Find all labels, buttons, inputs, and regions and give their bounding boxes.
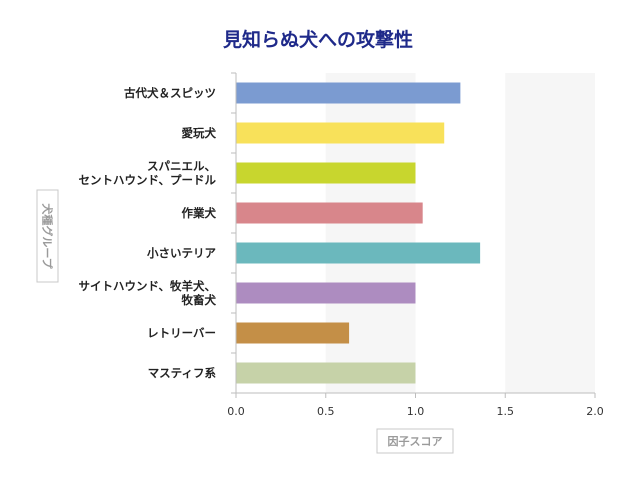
x-tick-label: 1.5 [497, 405, 515, 418]
category-label: マスティフ系 [148, 366, 217, 380]
bar [236, 242, 481, 264]
x-tick-label: 0.5 [317, 405, 335, 418]
category-label: セントハウンド、プードル [78, 173, 216, 187]
category-label: 古代犬＆スピッツ [124, 86, 216, 100]
bar [236, 202, 423, 224]
category-label: レトリーバー [147, 326, 216, 340]
category-label: 作業犬 [182, 206, 217, 220]
background-band [505, 73, 595, 393]
bar [236, 82, 461, 104]
category-label: サイトハウンド、牧羊犬、 [78, 279, 216, 293]
x-axis-title: 因子スコア [388, 435, 443, 448]
category-label: 牧畜犬 [182, 293, 217, 307]
category-label: 愛玩犬 [182, 126, 217, 140]
x-tick-label: 2.0 [586, 405, 604, 418]
category-label: スパニエル、 [147, 159, 216, 173]
bar [236, 322, 350, 344]
x-tick-label: 0.0 [227, 405, 245, 418]
bar [236, 362, 416, 384]
x-tick-label: 1.0 [407, 405, 425, 418]
category-labels: 古代犬＆スピッツ愛玩犬スパニエル、セントハウンド、プードル作業犬小さいテリアサイ… [78, 86, 216, 380]
chart-title: 見知らぬ犬への攻撃性 [223, 28, 413, 51]
bar [236, 122, 445, 144]
y-axis-title: 犬種グループ [41, 203, 55, 269]
bar [236, 162, 416, 184]
axes [231, 72, 595, 394]
y-axis-title-box: 犬種グループ [36, 189, 59, 283]
x-axis-title-box: 因子スコア [376, 428, 454, 454]
bars [236, 82, 481, 384]
bar [236, 282, 416, 304]
category-label: 小さいテリア [146, 246, 216, 260]
x-axis-ticks: 0.0 0.5 1.0 1.5 2.0 [227, 393, 604, 418]
background-band [325, 73, 416, 393]
background-bands [325, 73, 595, 393]
